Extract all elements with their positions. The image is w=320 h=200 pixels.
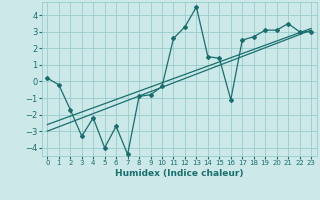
X-axis label: Humidex (Indice chaleur): Humidex (Indice chaleur) (115, 169, 244, 178)
